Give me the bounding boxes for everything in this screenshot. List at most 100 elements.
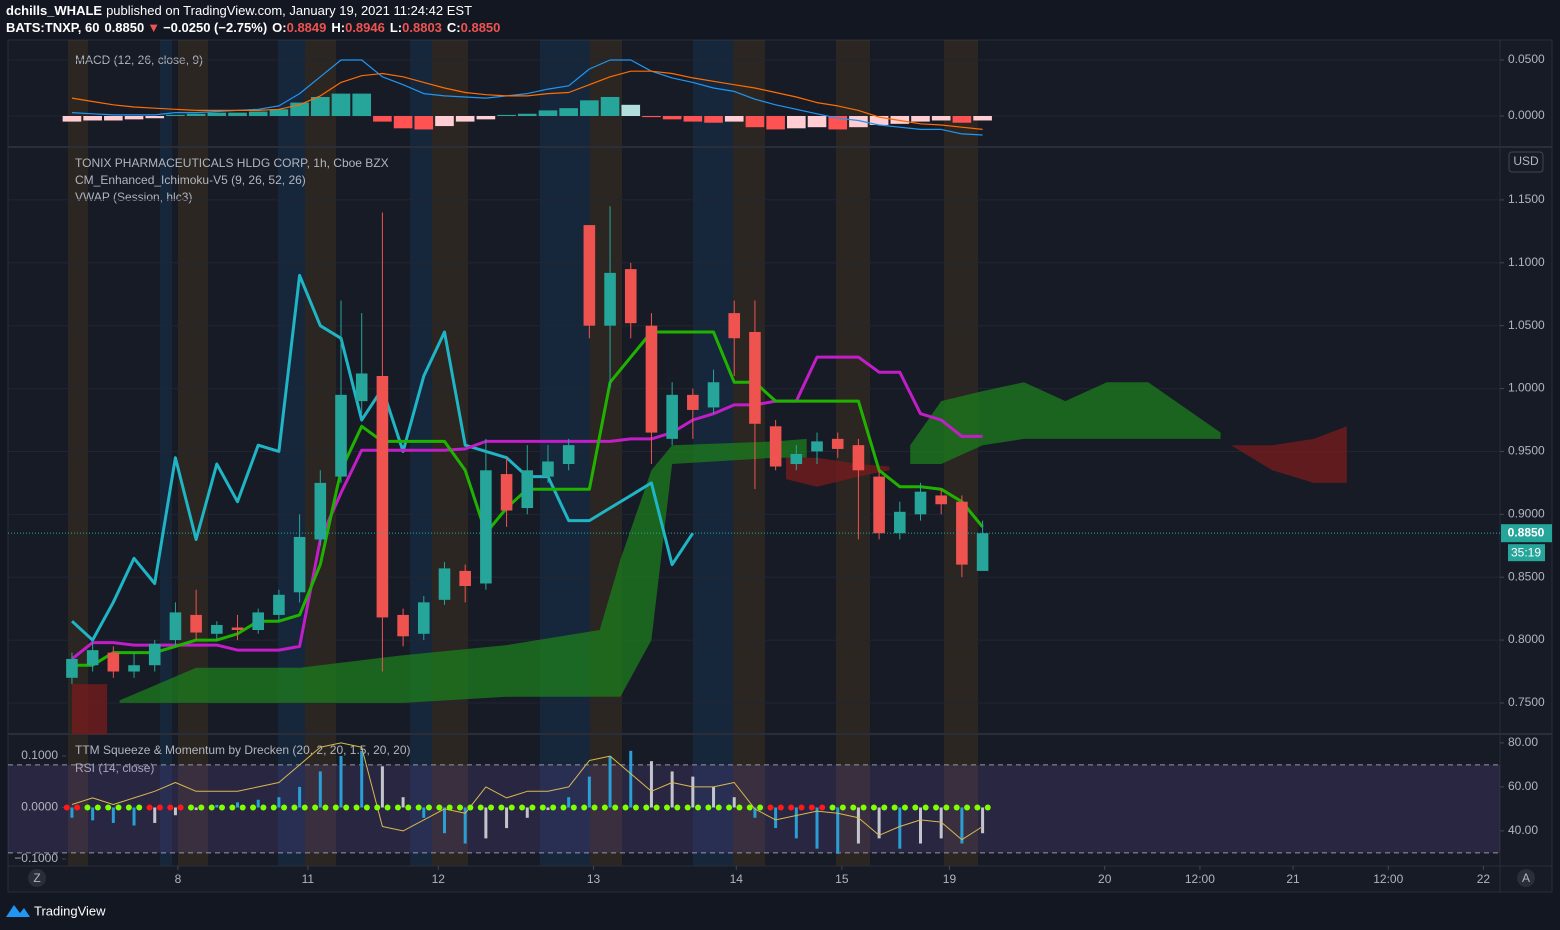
squeeze-dot xyxy=(570,804,577,811)
button-z-label[interactable]: Z xyxy=(33,871,40,885)
squeeze-dot xyxy=(394,804,401,811)
momentum-bar xyxy=(794,807,798,839)
momentum-bar xyxy=(360,750,364,808)
squeeze-dot xyxy=(788,804,795,811)
momentum-bar xyxy=(836,807,840,854)
squeeze-dot xyxy=(425,804,432,811)
y-tick-label: 0.9500 xyxy=(1508,444,1545,458)
candle-body xyxy=(148,643,161,666)
arrow: ▼ xyxy=(147,20,160,35)
macd-bar xyxy=(911,116,930,122)
momentum-bar xyxy=(215,804,219,808)
ichimoku-cloud xyxy=(910,382,1221,464)
momentum-bar xyxy=(670,771,674,808)
candle-body xyxy=(417,602,430,634)
header-line-1: dchills_WHALE published on TradingView.co… xyxy=(6,3,472,18)
session-band xyxy=(432,40,468,866)
squeeze-dot xyxy=(301,804,308,811)
macd-bar xyxy=(952,116,972,123)
indicator-line xyxy=(71,355,983,661)
squeeze-dot xyxy=(891,804,898,811)
squeeze-dot xyxy=(591,804,598,811)
squeeze-dot xyxy=(560,804,567,811)
macd-bar xyxy=(580,100,599,117)
momentum-bar xyxy=(132,807,136,826)
candle-body xyxy=(293,536,306,593)
squeeze-dot xyxy=(208,804,215,811)
x-tick-label: 12:00 xyxy=(1185,872,1215,886)
squeeze-dot xyxy=(405,804,412,811)
macd-bar xyxy=(600,96,620,117)
candle-body xyxy=(355,373,368,402)
macd-bar xyxy=(704,116,723,123)
ohlc-label: H: xyxy=(331,20,345,35)
candle-body xyxy=(749,331,761,424)
ichimoku-cloud xyxy=(1230,426,1347,483)
squeeze-dot xyxy=(343,804,350,811)
candle-body xyxy=(873,476,885,534)
momentum-bar xyxy=(256,799,260,808)
momentum-bar xyxy=(463,807,467,844)
squeeze-dot xyxy=(839,804,846,811)
squeeze-dot xyxy=(187,804,194,811)
squeeze-dot xyxy=(177,804,184,811)
macd-bar xyxy=(248,111,268,117)
squeeze-dot xyxy=(260,804,267,811)
y-tick-label: 60.00 xyxy=(1508,779,1538,793)
y-tick-label: 1.0000 xyxy=(1508,381,1545,395)
macd-bar xyxy=(828,116,848,130)
squeeze-dot xyxy=(632,804,639,811)
squeeze-dot xyxy=(125,804,132,811)
squeeze-dot xyxy=(901,804,908,811)
squeeze-dot xyxy=(726,804,733,811)
squeeze-dot xyxy=(270,804,277,811)
candle-body xyxy=(707,382,720,408)
rsi-line xyxy=(71,742,983,841)
momentum-bar xyxy=(649,761,653,808)
currency[interactable]: USD xyxy=(1513,154,1539,168)
candle-body xyxy=(376,375,389,618)
momentum-bar xyxy=(691,776,695,808)
candle-body xyxy=(728,313,741,339)
squeeze-dot xyxy=(239,804,246,811)
momentum-bar xyxy=(732,797,736,808)
y-tick-label: 80.00 xyxy=(1508,735,1538,749)
macd-bar xyxy=(849,116,868,128)
candle-body xyxy=(252,612,265,631)
session-band xyxy=(305,40,336,866)
button-a-label[interactable]: A xyxy=(1522,871,1530,885)
button-z[interactable] xyxy=(28,869,46,887)
y-tick-label: 1.1500 xyxy=(1508,192,1545,206)
squeeze-dot xyxy=(746,804,753,811)
squeeze-dot xyxy=(115,804,122,811)
momentum-bar xyxy=(236,802,240,808)
macd-bar xyxy=(228,112,247,117)
squeeze-dot xyxy=(581,804,588,811)
y-tick-label: −0.1000 xyxy=(14,851,58,865)
squeeze-dot xyxy=(457,804,464,811)
macd-bar xyxy=(104,116,123,121)
logo xyxy=(6,905,30,917)
squeeze-dot xyxy=(291,804,298,811)
momentum-bar xyxy=(629,750,633,808)
last-price-tag xyxy=(1501,524,1552,543)
macd-bar xyxy=(435,116,454,127)
currency-box[interactable] xyxy=(1508,151,1544,173)
momentum-bar xyxy=(194,807,198,811)
candle-body xyxy=(66,658,78,678)
candle-body xyxy=(790,453,803,465)
macd-bar xyxy=(745,116,765,128)
y-tick-label: 40.00 xyxy=(1508,823,1538,837)
squeeze-dot xyxy=(74,804,81,811)
macd-bar xyxy=(787,116,806,129)
squeeze-dot xyxy=(943,804,950,811)
candle-body xyxy=(645,325,658,433)
momentum-bar xyxy=(753,807,757,818)
macd-line xyxy=(71,59,983,136)
y-tick-label: 0.8500 xyxy=(1508,569,1545,583)
header-line-2: BATS:TNXP, 60 0.8850 ▼ −0.0250 (−2.75%) O:0.… xyxy=(6,20,500,35)
indicator-title: CM_Enhanced_Ichimoku-V5 (9, 26, 52, 26) xyxy=(75,173,306,187)
button-a[interactable] xyxy=(1517,869,1535,887)
squeeze-dot xyxy=(415,804,422,811)
macd-bar xyxy=(683,116,703,122)
